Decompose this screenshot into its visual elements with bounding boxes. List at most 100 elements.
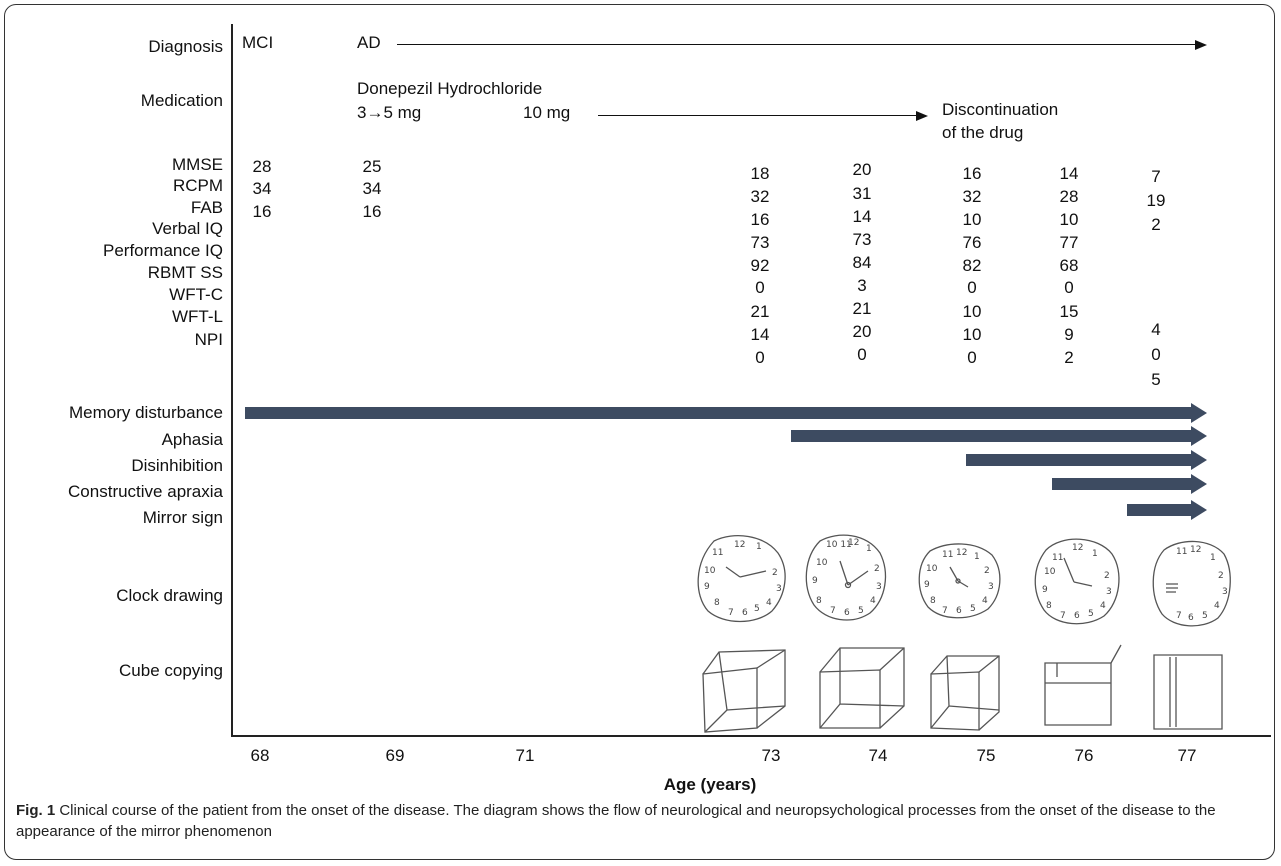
score-rcpm-75: 32 <box>947 187 997 207</box>
svg-text:7: 7 <box>830 606 836 616</box>
score-rcpm-76: 28 <box>1044 187 1094 207</box>
score-fab-73: 16 <box>735 210 785 230</box>
label-wft-l: WFT-L <box>172 307 223 327</box>
figure-caption: Fig. 1 Clinical course of the patient fr… <box>16 800 1266 842</box>
svg-text:2: 2 <box>1218 571 1224 581</box>
score-rcpm-74: 31 <box>837 184 887 204</box>
score-rcpm-69: 34 <box>347 179 397 199</box>
x-tick-71: 71 <box>495 746 555 766</box>
memory-disturbance-arrow-head <box>1191 403 1207 423</box>
timeline-axis-vertical <box>231 24 233 736</box>
svg-text:12: 12 <box>1072 543 1083 553</box>
score-viq-75: 76 <box>947 233 997 253</box>
label-constructive-apraxia: Constructive apraxia <box>68 482 223 502</box>
label-performance-iq: Performance IQ <box>103 241 223 261</box>
label-mirror-sign: Mirror sign <box>143 508 223 528</box>
diagnosis-ad: AD <box>357 33 381 53</box>
svg-text:5: 5 <box>754 604 760 614</box>
score-mmse-75: 16 <box>947 164 997 184</box>
svg-text:2: 2 <box>984 566 990 576</box>
score-mmse-76: 14 <box>1044 164 1094 184</box>
x-tick-73: 73 <box>741 746 801 766</box>
medication-dose-increased: 10 mg <box>523 103 570 123</box>
score-rcpm-73: 32 <box>735 187 785 207</box>
svg-text:1: 1 <box>1092 549 1098 559</box>
svg-text:3: 3 <box>988 582 994 592</box>
svg-text:10: 10 <box>926 564 938 574</box>
svg-text:9: 9 <box>1042 585 1048 595</box>
score-rcpm-77: 19 <box>1131 191 1181 211</box>
score-wftc-75: 10 <box>947 302 997 322</box>
score-rbmt-75: 0 <box>947 278 997 298</box>
score-viq-74: 73 <box>837 230 887 250</box>
svg-text:5: 5 <box>1202 611 1208 621</box>
score-fab-74: 14 <box>837 207 887 227</box>
score-fab-69: 16 <box>347 202 397 222</box>
label-wft-c: WFT-C <box>169 285 223 305</box>
score-piq-74: 84 <box>837 253 887 273</box>
svg-text:3: 3 <box>876 582 882 592</box>
mirror-sign-bar <box>1127 504 1191 516</box>
svg-text:9: 9 <box>812 576 818 586</box>
label-npi: NPI <box>195 330 223 350</box>
disinhibition-arrow-head <box>1191 450 1207 470</box>
x-tick-75: 75 <box>956 746 1016 766</box>
svg-text:3: 3 <box>776 584 782 594</box>
cube-copy-75 <box>927 654 1003 732</box>
cube-copy-74 <box>816 646 908 730</box>
score-piq-76: 68 <box>1044 256 1094 276</box>
x-axis-title: Age (years) <box>560 775 860 795</box>
x-tick-74: 74 <box>848 746 908 766</box>
score-rcpm-68: 34 <box>237 179 287 199</box>
x-tick-76: 76 <box>1054 746 1114 766</box>
score-wftc-76: 15 <box>1044 302 1094 322</box>
score-mmse-68: 28 <box>237 157 287 177</box>
svg-text:3: 3 <box>1222 587 1228 597</box>
clock-drawing-76: 1212 345 678 91011 <box>1034 536 1120 626</box>
label-verbal-iq: Verbal IQ <box>152 219 223 239</box>
svg-text:7: 7 <box>1176 611 1182 621</box>
svg-text:4: 4 <box>870 596 876 606</box>
svg-text:2: 2 <box>1104 571 1110 581</box>
svg-text:10: 10 <box>704 566 716 576</box>
label-rbmt-ss: RBMT SS <box>148 263 223 283</box>
svg-text:12: 12 <box>1190 545 1201 555</box>
label-mmse: MMSE <box>172 155 223 175</box>
medication-arrow-line <box>598 115 916 116</box>
score-fab-76: 10 <box>1044 210 1094 230</box>
score-mmse-77: 7 <box>1131 167 1181 187</box>
svg-text:1: 1 <box>866 544 872 554</box>
score-piq-75: 82 <box>947 256 997 276</box>
svg-text:5: 5 <box>858 606 864 616</box>
score-viq-76: 77 <box>1044 233 1094 253</box>
score-fab-75: 10 <box>947 210 997 230</box>
svg-text:6: 6 <box>844 608 850 618</box>
medication-dose-initial: 3→5 mg <box>357 103 421 123</box>
diagnosis-arrow-line <box>397 44 1195 45</box>
medication-discontinuation-2: of the drug <box>942 123 1023 143</box>
timeline-axis-horizontal <box>231 735 1271 737</box>
aphasia-arrow-head <box>1191 426 1207 446</box>
svg-text:5: 5 <box>970 604 976 614</box>
label-diagnosis: Diagnosis <box>148 37 223 57</box>
score-mmse-69: 25 <box>347 157 397 177</box>
svg-text:1: 1 <box>756 542 762 552</box>
aphasia-bar <box>791 430 1191 442</box>
medication-discontinuation: Discontinuation <box>942 100 1058 120</box>
svg-text:7: 7 <box>942 606 948 616</box>
svg-text:6: 6 <box>956 606 962 616</box>
svg-text:3: 3 <box>1106 587 1112 597</box>
svg-text:8: 8 <box>930 596 936 606</box>
score-fab-77: 2 <box>1131 215 1181 235</box>
label-memory-disturbance: Memory disturbance <box>69 403 223 423</box>
score-wftl-77: 0 <box>1131 345 1181 365</box>
score-wftl-73: 14 <box>735 325 785 345</box>
score-rbmt-73: 0 <box>735 278 785 298</box>
svg-text:8: 8 <box>816 596 822 606</box>
score-npi-74: 0 <box>837 345 887 365</box>
clock-drawing-75: 11 12 1 2 34 567 89 10 <box>916 541 1002 619</box>
cube-copy-76 <box>1041 643 1123 729</box>
svg-text:1: 1 <box>1210 553 1216 563</box>
